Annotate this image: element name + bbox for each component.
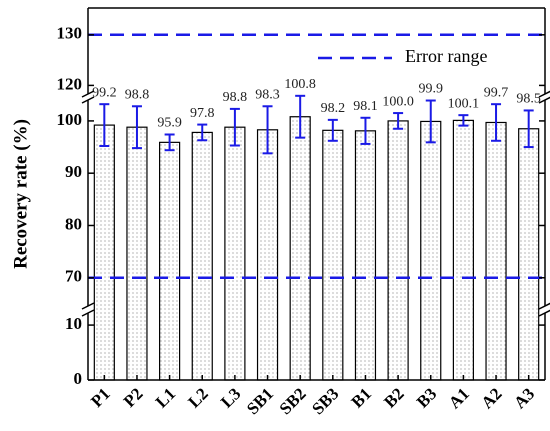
x-tick-label: L2 — [184, 384, 211, 411]
value-label: 100.0 — [382, 94, 414, 109]
legend-label: Error range — [405, 46, 487, 66]
axis-break — [538, 90, 550, 98]
value-label: 98.3 — [255, 87, 280, 102]
value-label: 99.7 — [484, 85, 509, 100]
value-label: 95.9 — [157, 116, 182, 131]
bar — [126, 126, 148, 381]
value-label: 98.2 — [321, 101, 346, 116]
value-label: 99.9 — [419, 82, 444, 97]
y-tick-label: 10 — [65, 314, 82, 333]
axis-break — [538, 302, 550, 310]
value-label: 100.1 — [448, 96, 480, 111]
bar — [322, 129, 344, 381]
y-axis-label: Recovery rate (%) — [10, 119, 31, 269]
bar — [159, 141, 181, 381]
axis-break — [81, 302, 95, 310]
x-tick-label: SB3 — [308, 384, 342, 418]
y-tick-label: 130 — [57, 24, 83, 43]
y-tick-label: 70 — [65, 267, 82, 286]
bar — [93, 124, 115, 381]
x-tick-label: A3 — [510, 384, 538, 412]
value-label: 98.8 — [125, 87, 150, 102]
bar — [354, 130, 377, 381]
bar — [256, 129, 279, 381]
bar — [420, 120, 442, 381]
x-tick-label: SB2 — [276, 384, 310, 418]
x-tick-label: B3 — [413, 384, 440, 411]
x-tick-label: A2 — [477, 384, 505, 412]
y-tick-label: 100 — [57, 110, 83, 129]
bar — [387, 120, 409, 381]
value-label: 97.8 — [190, 106, 215, 121]
x-tick-label: B1 — [348, 384, 375, 411]
x-tick-label: A1 — [445, 384, 473, 412]
value-label: 99.2 — [92, 85, 117, 100]
y-tick-label: 120 — [57, 74, 83, 93]
value-label: 98.5 — [516, 92, 541, 107]
bar — [452, 119, 474, 381]
x-tick-label: B2 — [380, 384, 407, 411]
bar — [191, 131, 213, 381]
bar — [518, 128, 540, 381]
value-label: 98.1 — [353, 99, 378, 114]
axis-break — [81, 90, 95, 98]
x-tick-label: SB1 — [243, 384, 277, 418]
axis-break — [81, 309, 95, 317]
axis-break — [81, 96, 95, 104]
x-tick-label: P1 — [87, 384, 114, 411]
x-tick-label: P2 — [120, 384, 147, 411]
y-tick-label: 80 — [65, 214, 82, 233]
axis-break — [538, 309, 550, 317]
value-label: 98.8 — [223, 90, 248, 105]
value-label: 100.8 — [284, 77, 316, 92]
axis-break — [538, 96, 550, 104]
y-tick-label: 0 — [74, 369, 83, 388]
bar — [485, 121, 507, 381]
y-tick-label: 90 — [65, 162, 82, 181]
x-tick-label: L3 — [217, 384, 244, 411]
bar — [224, 126, 246, 381]
x-tick-label: L1 — [152, 384, 179, 411]
bar — [289, 116, 311, 381]
